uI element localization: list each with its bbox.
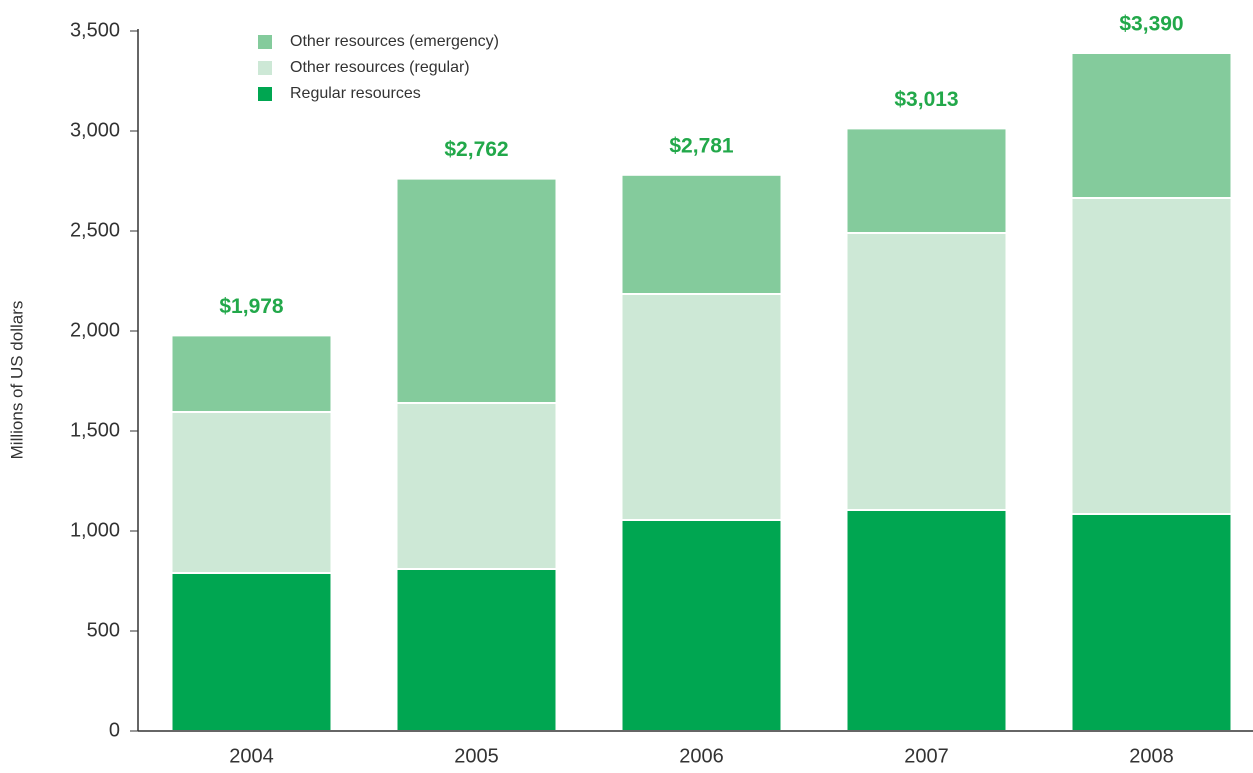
legend-label: Other resources (regular) <box>290 59 470 76</box>
bar-segment <box>845 509 1008 732</box>
total-label: $2,762 <box>444 138 508 161</box>
y-axis-label: Millions of US dollars <box>7 301 26 460</box>
legend-swatch <box>258 61 272 75</box>
y-tick-label: 500 <box>87 619 120 641</box>
bar-segment <box>845 127 1008 234</box>
total-label: $2,781 <box>669 134 734 157</box>
bar-segment <box>620 173 783 295</box>
bar-segment <box>395 177 558 404</box>
bar-segment <box>1070 197 1233 515</box>
legend-label: Other resources (emergency) <box>290 33 499 50</box>
total-label: $1,978 <box>219 295 284 318</box>
bar-segment <box>620 293 783 521</box>
legend-swatch <box>258 87 272 101</box>
bar-segment <box>1070 513 1233 732</box>
y-tick-label: 1,000 <box>70 519 120 541</box>
x-tick-label: 2006 <box>679 745 724 767</box>
y-tick-label: 1,500 <box>70 419 120 441</box>
x-tick-label: 2005 <box>454 745 499 767</box>
bar-segment <box>395 568 558 732</box>
legend-label: Regular resources <box>290 85 421 102</box>
y-tick-label: 3,500 <box>70 19 120 41</box>
total-label: $3,390 <box>1119 13 1183 36</box>
legend-swatch <box>258 35 272 49</box>
bar-segment <box>170 411 333 574</box>
bar-segment <box>620 519 783 732</box>
bar-segment <box>1070 52 1233 199</box>
bar-segment <box>170 334 333 413</box>
x-tick-label: 2007 <box>904 745 949 767</box>
bar-segment <box>170 572 333 732</box>
y-tick-label: 0 <box>109 719 120 741</box>
total-label: $3,013 <box>894 88 958 111</box>
x-tick-label: 2008 <box>1129 745 1174 767</box>
bar-segment <box>395 402 558 570</box>
bar-segment <box>845 232 1008 511</box>
y-tick-label: 2,000 <box>70 319 120 341</box>
y-tick-label: 3,000 <box>70 119 120 141</box>
y-tick-label: 2,500 <box>70 219 120 241</box>
x-tick-label: 2004 <box>229 745 274 767</box>
